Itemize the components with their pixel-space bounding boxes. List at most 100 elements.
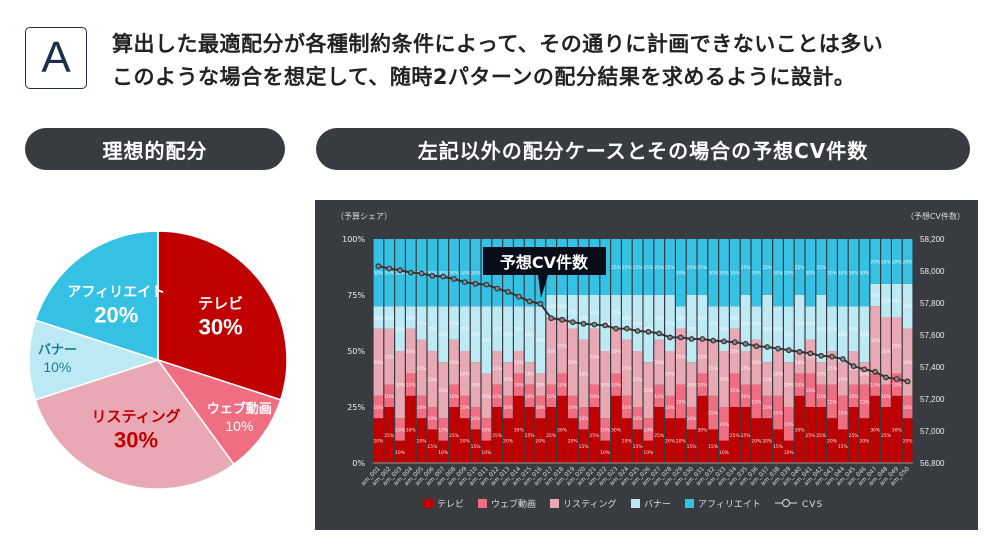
cvs-point-am_020 (580, 320, 587, 327)
cv-callout-box (483, 247, 606, 298)
bar-am_019-listing-segment (568, 328, 578, 396)
pie-slice-label: バナー (38, 343, 77, 358)
pie-slice-1 (157, 230, 288, 401)
bar-segment-label: 30% (730, 271, 741, 277)
bar-segment-label: 20% (719, 327, 730, 333)
bar-segment-label: 10% (881, 394, 892, 400)
bar-am_046-affiliate-segment (859, 239, 870, 307)
bar-segment-label: 10% (784, 450, 795, 456)
bar-segment-label: 30% (611, 427, 622, 433)
alternative-cases-heading: 左記以外の配分ケースとその場合の予想CV件数 (316, 128, 970, 170)
bar-segment-label: 15% (708, 444, 719, 450)
bar-am_007-affiliate-segment (438, 239, 448, 307)
bar-am_032-tv-segment (708, 429, 718, 463)
bar-segment-label: 15% (773, 411, 784, 417)
bar-am_025-listing-segment (632, 351, 643, 407)
bar-segment-label: 15% (579, 444, 590, 450)
bar-am_003-listing-segment (395, 351, 405, 419)
bar-segment-label: 10% (611, 383, 622, 389)
bar-am_032-affiliate-segment (708, 239, 718, 307)
cvs-point-am_027 (656, 330, 663, 337)
bar-am_011-listing-segment (481, 373, 492, 419)
cvs-point-am_047 (872, 368, 879, 375)
bar-segment-label: 30% (805, 271, 816, 277)
bar-am_023-web-segment (611, 373, 621, 396)
bar-segment-label: 30% (816, 327, 827, 333)
bar-am_039-listing-segment (784, 362, 794, 407)
bar-segment-label: 15% (719, 422, 730, 428)
cvs-point-am_023 (613, 325, 619, 332)
bar-segment-label: 25% (762, 265, 773, 271)
bar-am_049-affiliate-segment (892, 239, 902, 284)
pie-slice-value: 20% (94, 303, 138, 328)
bar-am_035-web-segment (740, 384, 751, 407)
bar-am_044-affiliate-segment (838, 239, 848, 307)
bar-am_019-banner-segment (568, 295, 578, 329)
headline: 算出した最適配分が各種制約条件によって、その通りに計画できないことは多い このよ… (112, 28, 883, 94)
bar-am_024-tv-segment (622, 418, 632, 463)
bar-am_014-banner-segment (514, 306, 524, 351)
bar-am_024-web-segment (622, 395, 632, 419)
bar-am_048-web-segment (881, 384, 891, 407)
bar-am_013-tv-segment (503, 418, 513, 463)
bar-am_034-affiliate-segment (730, 239, 740, 307)
bar-am_009-banner-segment (460, 306, 470, 351)
bar-segment-label: 10% (816, 371, 827, 377)
bar-segment-label: 30% (535, 338, 546, 344)
bar-segment-label: 15% (773, 444, 784, 450)
bar-am_016-tv-segment (535, 418, 546, 463)
bar-segment-label: 10% (384, 315, 395, 321)
bar-segment-label: 15% (805, 321, 816, 327)
bar-segment-label: 15% (449, 321, 460, 327)
bar-segment-label: 15% (589, 310, 600, 316)
bar-segment-label: 30% (859, 271, 870, 277)
legend-swatch-4 (631, 499, 640, 508)
bar-am_030-tv-segment (686, 429, 697, 463)
bar-segment-label: 10% (795, 383, 806, 389)
bar-segment-label: 10% (481, 427, 492, 433)
bar-segment-label: 25% (654, 433, 665, 439)
bar-segment-label: 25% (708, 366, 719, 372)
bar-segment-label: 15% (611, 310, 622, 316)
bar-segment-label: 25% (633, 377, 644, 383)
bar-segment-label: 25% (589, 355, 600, 361)
bar-am_046-web-segment (859, 384, 870, 419)
cvs-point-am_041 (807, 350, 814, 357)
bar-segment-label: 25% (892, 343, 903, 349)
bar-segment-label: 25% (849, 433, 860, 439)
bar-am_012-banner-segment (492, 306, 502, 351)
cvs-point-am_013 (505, 288, 511, 295)
bar-am_033-banner-segment (719, 306, 729, 351)
bar-am_018-web-segment (557, 373, 567, 396)
bar-am_027-tv-segment (654, 407, 664, 463)
left-axis-title: （予算シェア） (336, 211, 392, 221)
bar-segment-label: 10% (665, 405, 676, 411)
bar-segment-label: 25% (449, 433, 460, 439)
bar-segment-label: 30% (395, 383, 406, 389)
bar-segment-label: 15% (741, 366, 752, 372)
bar-am_030-web-segment (686, 407, 697, 430)
bar-segment-label: 30% (676, 271, 687, 277)
right-axis-tick: 57,200 (920, 395, 945, 404)
bar-segment-label: 25% (633, 265, 644, 271)
bar-segment-label: 15% (881, 299, 892, 305)
bar-am_029-affiliate-segment (676, 239, 686, 307)
bar-am_034-tv-segment (730, 407, 740, 463)
bar-am_006-tv-segment (427, 429, 438, 463)
bar-segment-label: 30% (795, 427, 806, 433)
bar-segment-label: 20% (568, 439, 579, 445)
bar-segment-label: 25% (816, 265, 827, 271)
cvs-point-am_014 (515, 293, 522, 300)
bar-am_010-tv-segment (470, 429, 481, 463)
bar-segment-label: 30% (568, 360, 579, 366)
bar-am_026-tv-segment (643, 440, 654, 463)
bar-segment-label: 25% (654, 265, 665, 271)
bar-segment-label: 20% (687, 383, 698, 389)
bar-am_029-listing-segment (676, 328, 686, 385)
bar-segment-label: 10% (849, 394, 860, 400)
bar-segment-label: 25% (492, 433, 503, 439)
bar-segment-label: 20% (881, 259, 892, 265)
bar-segment-label: 20% (827, 439, 838, 445)
bar-segment-label: 15% (838, 411, 849, 417)
bar-segment-label: 30% (838, 271, 849, 277)
